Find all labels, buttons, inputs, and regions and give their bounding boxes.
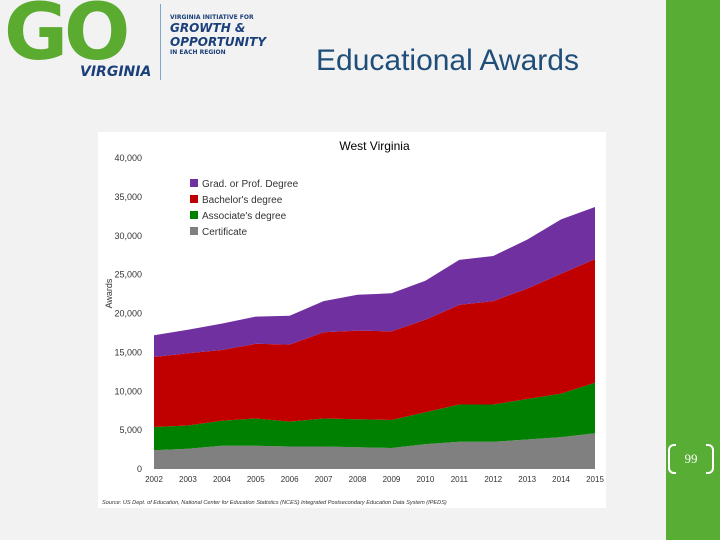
legend-swatch (190, 211, 198, 219)
x-tick-label: 2015 (586, 475, 604, 484)
page-number: 99 (684, 451, 698, 466)
x-tick-label: 2013 (518, 475, 536, 484)
x-tick-label: 2010 (416, 475, 434, 484)
y-tick-label: 15,000 (114, 347, 142, 357)
logo-tagline-line3: OPPORTUNITY (170, 35, 267, 49)
y-tick-label: 30,000 (114, 231, 142, 241)
chart-card: West Virginia 0 5,000 10,000 15,000 20,000 25,… (98, 132, 606, 508)
y-tick-label: 40,000 (114, 153, 142, 163)
x-tick-label: 2004 (213, 475, 231, 484)
legend-label: Certificate (202, 227, 247, 238)
legend-swatch (190, 227, 198, 235)
x-tick-label: 2007 (315, 475, 333, 484)
y-tick-label: 35,000 (114, 192, 142, 202)
page-title: Educational Awards (316, 44, 579, 77)
stacked-area-chart: West Virginia 0 5,000 10,000 15,000 20,000 25,… (102, 139, 604, 506)
area-series-1 (154, 382, 595, 451)
page-number-badge: 99 (668, 444, 714, 474)
x-tick-label: 2008 (349, 475, 367, 484)
chart-title: West Virginia (339, 139, 410, 153)
y-axis-label: Awards (104, 278, 114, 308)
legend-swatch (190, 179, 198, 187)
y-tick-label: 10,000 (114, 386, 142, 396)
go-virginia-logo: GO VIRGINIA VIRGINIA INITIATIVE FOR GROW… (0, 0, 300, 90)
y-tick-label: 0 (137, 464, 142, 474)
logo-tagline: VIRGINIA INITIATIVE FOR GROWTH & OPPORTU… (170, 14, 266, 56)
area-series-0 (154, 433, 595, 469)
x-tick-label: 2014 (552, 475, 570, 484)
x-tick-label: 2002 (145, 475, 163, 484)
x-tick-label: 2006 (281, 475, 299, 484)
x-tick-label: 2003 (179, 475, 197, 484)
area-series-2 (154, 259, 595, 427)
x-tick-label: 2009 (383, 475, 401, 484)
brand-side-band (666, 0, 720, 540)
x-tick-label: 2012 (484, 475, 502, 484)
logo-tagline-line1: VIRGINIA INITIATIVE FOR (170, 14, 254, 21)
legend-label: Associate's degree (202, 211, 287, 222)
logo-tagline-line4: IN EACH REGION (170, 49, 226, 56)
page-bracket-right (706, 444, 714, 474)
y-tick-label: 20,000 (114, 309, 142, 319)
logo-divider (160, 4, 161, 80)
logo-tagline-line2: GROWTH & (170, 21, 246, 35)
x-tick-label: 2005 (247, 475, 265, 484)
x-tick-label: 2011 (451, 475, 469, 484)
logo-go-mark: GO (4, 0, 130, 78)
logo-virginia-word: VIRGINIA (80, 64, 152, 80)
legend-swatch (190, 195, 198, 203)
y-tick-label: 5,000 (119, 425, 142, 435)
area-series-3 (154, 207, 595, 357)
legend-label: Bachelor's degree (202, 195, 283, 206)
chart-source-note: Source: US Dept. of Education, National … (102, 500, 447, 506)
y-tick-label: 25,000 (114, 270, 142, 280)
page-bracket-left (668, 444, 676, 474)
legend-label: Grad. or Prof. Degree (202, 179, 299, 190)
